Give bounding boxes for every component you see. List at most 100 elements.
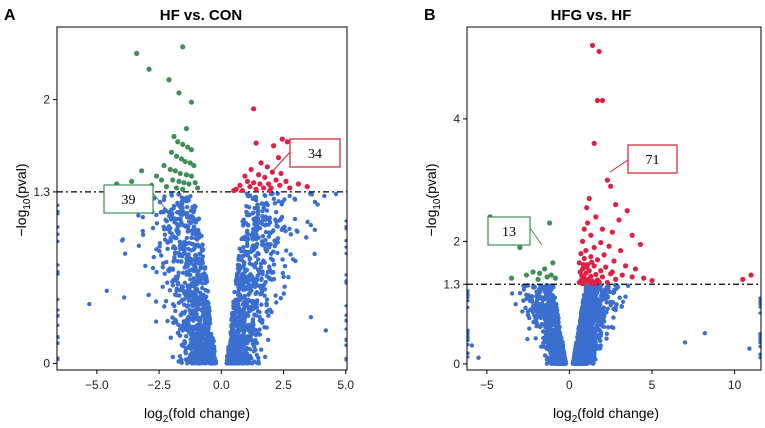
panel-b-x-tick-label: −5 <box>480 378 494 392</box>
panel-b-ns-point <box>598 302 603 307</box>
panel-a-ns-point <box>171 203 177 209</box>
panel-a-ns-point <box>251 322 256 328</box>
panel-a-down-point <box>192 180 198 186</box>
panel-a-ns-point <box>170 266 175 271</box>
panel-a-ns-point <box>179 259 184 264</box>
panel-a-ns-point <box>154 212 159 218</box>
panel-b-ns-point <box>605 306 610 311</box>
panel-a-ns-point <box>239 275 245 281</box>
panel-b-ns-point <box>594 285 600 290</box>
panel-a-ns-point <box>201 350 206 356</box>
panel-a-ns-point <box>287 193 292 199</box>
panel-a-ns-point <box>180 297 185 302</box>
panel-b-ns-point <box>553 317 558 323</box>
panel-a-ns-point <box>203 344 208 349</box>
panel-b-up-point <box>591 244 597 251</box>
panel-a-up-point <box>262 174 268 180</box>
panel-a-ns-point <box>185 284 191 290</box>
panel-a-ns-point <box>308 315 314 320</box>
panel-a-down-point <box>177 170 183 177</box>
panel-a-ns-point <box>182 280 188 286</box>
panel-b-down-point <box>517 244 523 251</box>
panel-b-up-point <box>629 232 635 238</box>
panel-a-ns-point <box>193 292 198 297</box>
panel-a-ns-point <box>248 298 253 304</box>
panel-b-ns-point <box>537 287 542 292</box>
panel-b-ns-point <box>572 355 577 361</box>
panel-a-ns-point <box>177 222 182 228</box>
panel-a-ns-point <box>271 270 276 275</box>
panel-a-up-point <box>283 178 289 184</box>
panel-a-ns-point <box>200 325 205 330</box>
panel-a-ns-point <box>176 300 182 306</box>
panel-a-callout-down-count: 39 <box>122 193 136 208</box>
panel-b-up-point <box>599 97 606 104</box>
panel-a-ns-point <box>244 213 250 218</box>
panel-a-ns-point <box>255 250 260 256</box>
panel-a-ns-point <box>179 360 184 365</box>
panel-a-down-point <box>173 185 180 191</box>
panel-a-ns-point <box>312 251 317 257</box>
panel-b-up-point <box>606 243 612 249</box>
panel-b-ns-point <box>591 348 597 353</box>
panel-b-up-point <box>609 269 615 275</box>
panel-b-ns-point <box>542 295 547 300</box>
panel-a-ns-point <box>295 229 300 234</box>
panel-a-ns-point <box>254 289 259 295</box>
panel-b-ns-point <box>585 326 590 331</box>
panel-b-ns-point <box>578 325 583 330</box>
panel-a-ns-point <box>250 306 256 312</box>
panel-b-ns-point <box>535 314 540 319</box>
panel-a-ns-point <box>272 243 278 249</box>
panel-a-ns-point <box>191 209 196 215</box>
panel-a-ns-point <box>245 325 250 331</box>
panel-b-ns-point <box>547 290 552 295</box>
panel-b-up-point <box>619 272 625 278</box>
panel-a-ns-point <box>192 265 197 270</box>
panel-a-ns-point <box>262 354 268 360</box>
panel-a-ns-point <box>186 315 191 320</box>
panel-a-ns-point <box>146 292 151 298</box>
panel-b-up-point <box>589 259 595 265</box>
panel-b-up-point <box>598 268 604 274</box>
panel-b-up-point <box>604 177 610 183</box>
panel-a-ns-point <box>240 235 246 241</box>
panel-a-ns-point <box>292 196 297 202</box>
panel-a-ns-point <box>186 355 192 360</box>
panel-b-x-tick-label: 0 <box>566 378 573 392</box>
panel-a-ns-point <box>255 208 261 213</box>
panel-b-down-point <box>550 260 556 266</box>
panel-b-ns-point <box>614 286 619 291</box>
panel-b-ns-point <box>548 344 554 350</box>
panel-a-ns-point <box>184 323 190 328</box>
panel-a-ns-point <box>227 345 232 351</box>
panel-a-ns-point <box>183 351 189 356</box>
panel-b-up-point <box>584 220 591 226</box>
panel-b-ns-point <box>545 328 551 333</box>
panel-a-ns-point <box>157 248 162 254</box>
panel-b-y-tick-label: 1.3 <box>443 277 460 291</box>
panel-a-ns-point <box>228 360 233 365</box>
panel-a-ns-point <box>225 356 231 361</box>
panel-b-up-point <box>588 254 594 260</box>
panel-a-ns-point <box>264 301 269 306</box>
panel-b-up-point <box>641 275 647 281</box>
panel-a-up-point <box>248 166 254 173</box>
panel-a-ns-point <box>173 308 178 314</box>
panel-a-ns-point <box>257 314 262 320</box>
panel-a-ns-point <box>255 211 261 217</box>
panel-a-up-point <box>239 187 246 194</box>
panel-a-ns-point <box>263 237 268 243</box>
panel-a-ns-point <box>184 235 190 241</box>
panel-a-up-point <box>251 180 257 186</box>
panel-b-ns-point <box>524 292 529 297</box>
panel-b-ns-point <box>578 348 584 354</box>
panel-a-ns-point <box>280 270 286 276</box>
panel-a-ns-point <box>172 255 177 260</box>
panel-a-down-point <box>186 181 192 187</box>
panel-a-ns-point <box>179 199 184 204</box>
panel-b-up-point <box>629 274 635 280</box>
panel-a-ns-point <box>262 324 267 330</box>
panel-a-ns-point <box>252 218 257 223</box>
panel-b-ns-point <box>594 343 599 349</box>
